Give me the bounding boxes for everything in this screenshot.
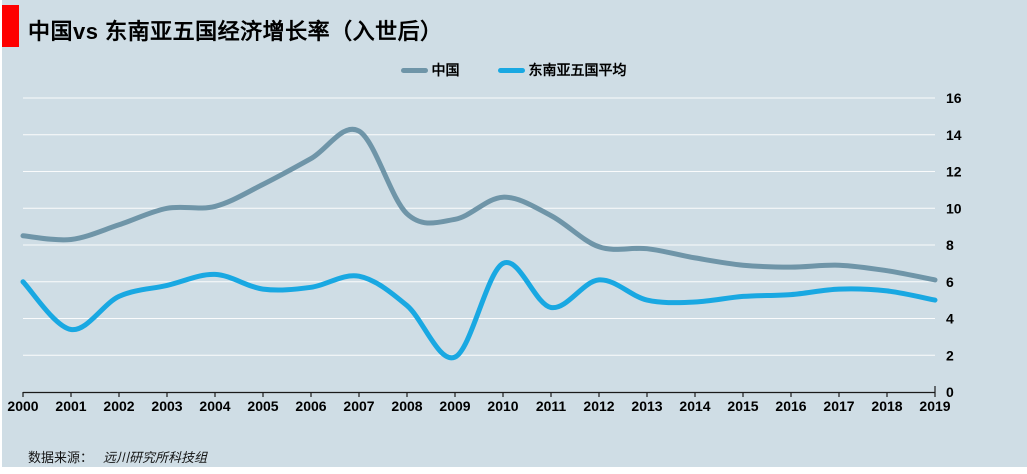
x-tick-label: 2000	[7, 398, 38, 414]
legend-item-china: 中国	[400, 60, 460, 80]
x-tick-label: 2008	[391, 398, 422, 414]
x-tick-label: 2011	[536, 398, 567, 414]
series-line-sea-average	[20, 260, 938, 361]
legend-line-swatch-china	[400, 67, 428, 73]
y-tick-label: 16	[946, 90, 962, 106]
x-tick-label: 2014	[679, 398, 710, 414]
x-tick-label: 2005	[247, 398, 278, 414]
y-tick-label: 12	[946, 164, 962, 180]
source-note: 数据来源： 远川研究所科技组	[28, 447, 207, 466]
x-tick-label: 2006	[295, 398, 326, 414]
y-tick-label: 8	[946, 237, 954, 253]
y-tick-label: 0	[946, 384, 954, 400]
source-value: 远川研究所科技组	[103, 450, 208, 465]
legend-label-china: 中国	[431, 62, 460, 78]
x-tick-label: 2015	[727, 398, 758, 414]
x-tick-label: 2019	[919, 398, 950, 414]
x-tick-label: 2013	[631, 398, 662, 414]
x-tick-label: 2003	[151, 398, 182, 414]
series-line-china	[20, 126, 938, 283]
legend-item-sea: 东南亚五国平均	[497, 60, 627, 80]
x-tick-label: 2007	[343, 398, 374, 414]
x-tick-label: 2004	[199, 398, 230, 414]
bottom-border-strip	[0, 467, 1027, 474]
x-tick-label: 2017	[823, 398, 854, 414]
x-tick-label: 2016	[775, 398, 806, 414]
source-label: 数据来源：	[28, 450, 94, 465]
legend: 中国 东南亚五国平均	[0, 60, 1027, 80]
x-tick-label: 2002	[103, 398, 134, 414]
x-tick-label: 2009	[439, 398, 470, 414]
y-tick-label: 10	[946, 200, 962, 216]
title-accent-bar	[2, 5, 19, 47]
x-tick-label: 2010	[487, 398, 518, 414]
legend-label-sea: 东南亚五国平均	[528, 62, 627, 78]
y-tick-label: 6	[946, 274, 954, 290]
x-tick-label: 2012	[583, 398, 614, 414]
page-title: 中国vs 东南亚五国经济增长率（入世后）	[28, 19, 443, 44]
y-tick-label: 2	[946, 347, 954, 363]
legend-line-swatch-sea	[497, 67, 525, 73]
y-tick-label: 14	[946, 127, 962, 143]
x-tick-label: 2001	[55, 398, 86, 414]
left-border-strip	[0, 0, 2, 474]
y-tick-label: 4	[946, 311, 954, 327]
x-tick-label: 2018	[871, 398, 902, 414]
